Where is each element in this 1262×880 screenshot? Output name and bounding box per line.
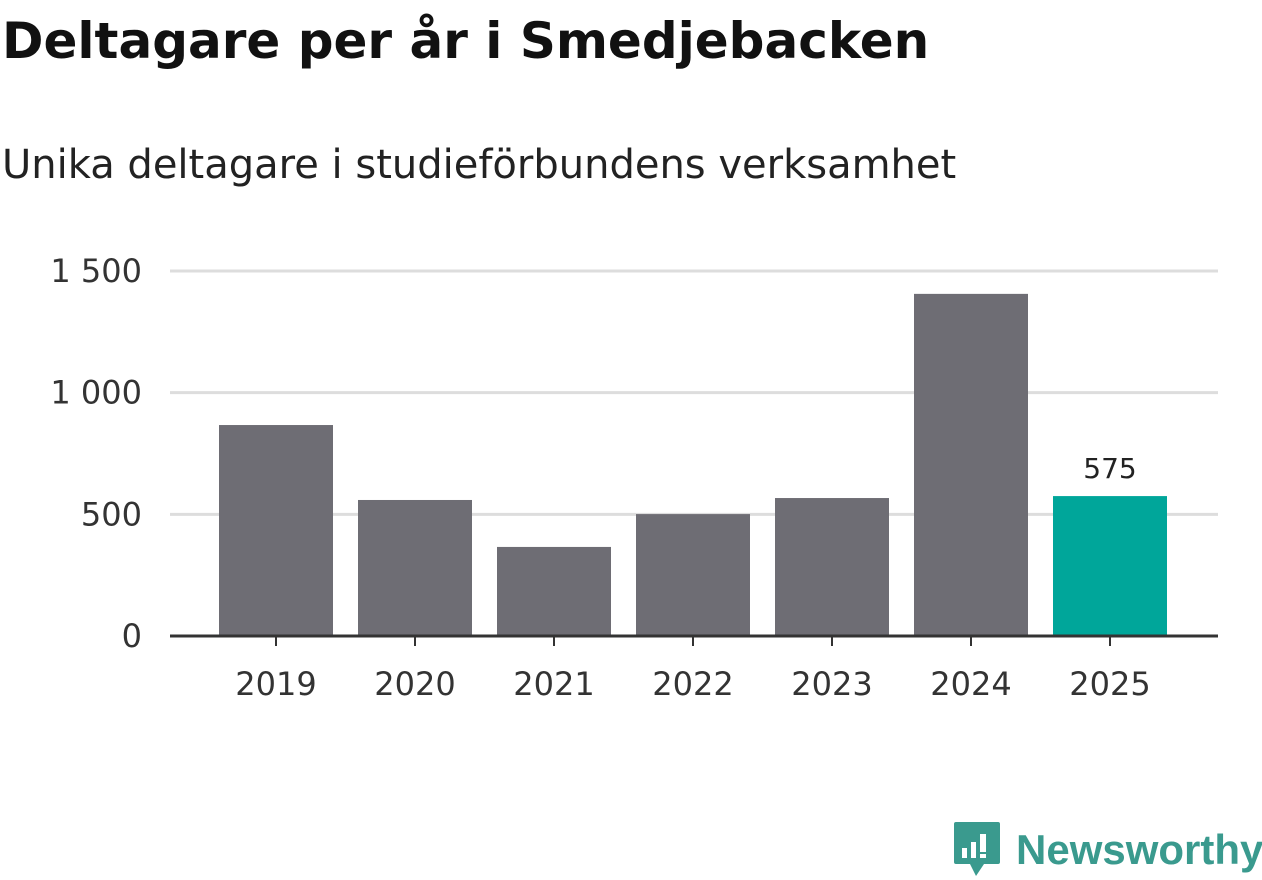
bar-2019	[219, 425, 333, 636]
y-tick-label: 0	[122, 617, 142, 655]
x-tick-label: 2021	[513, 665, 594, 703]
x-tick-label: 2022	[652, 665, 733, 703]
bar-2023	[775, 498, 889, 636]
bar-2022	[636, 514, 750, 636]
data-label: 575	[1083, 452, 1136, 485]
y-tick-label: 1 000	[50, 374, 142, 412]
newsworthy-logo-text: Newsworthy	[1016, 826, 1262, 873]
chart-subtitle: Unika deltagare i studieförbundens verks…	[2, 142, 957, 188]
x-tick-label: 2025	[1069, 665, 1150, 703]
bar-2021	[497, 546, 611, 636]
x-tick-label: 2019	[235, 665, 316, 703]
y-tick-label: 500	[81, 495, 142, 533]
newsworthy-logo-icon	[954, 822, 1000, 876]
x-tick-label: 2024	[930, 665, 1011, 703]
chart-title: Deltagare per år i Smedjebacken	[2, 12, 930, 70]
x-tick-label: 2020	[374, 665, 455, 703]
x-tick-label: 2023	[791, 665, 872, 703]
bar-2024	[914, 293, 1028, 636]
bar-2020	[358, 499, 472, 636]
bar-2025	[1053, 496, 1167, 636]
y-tick-label: 1 500	[50, 252, 142, 290]
newsworthy-logo: Newsworthy	[952, 820, 1262, 880]
